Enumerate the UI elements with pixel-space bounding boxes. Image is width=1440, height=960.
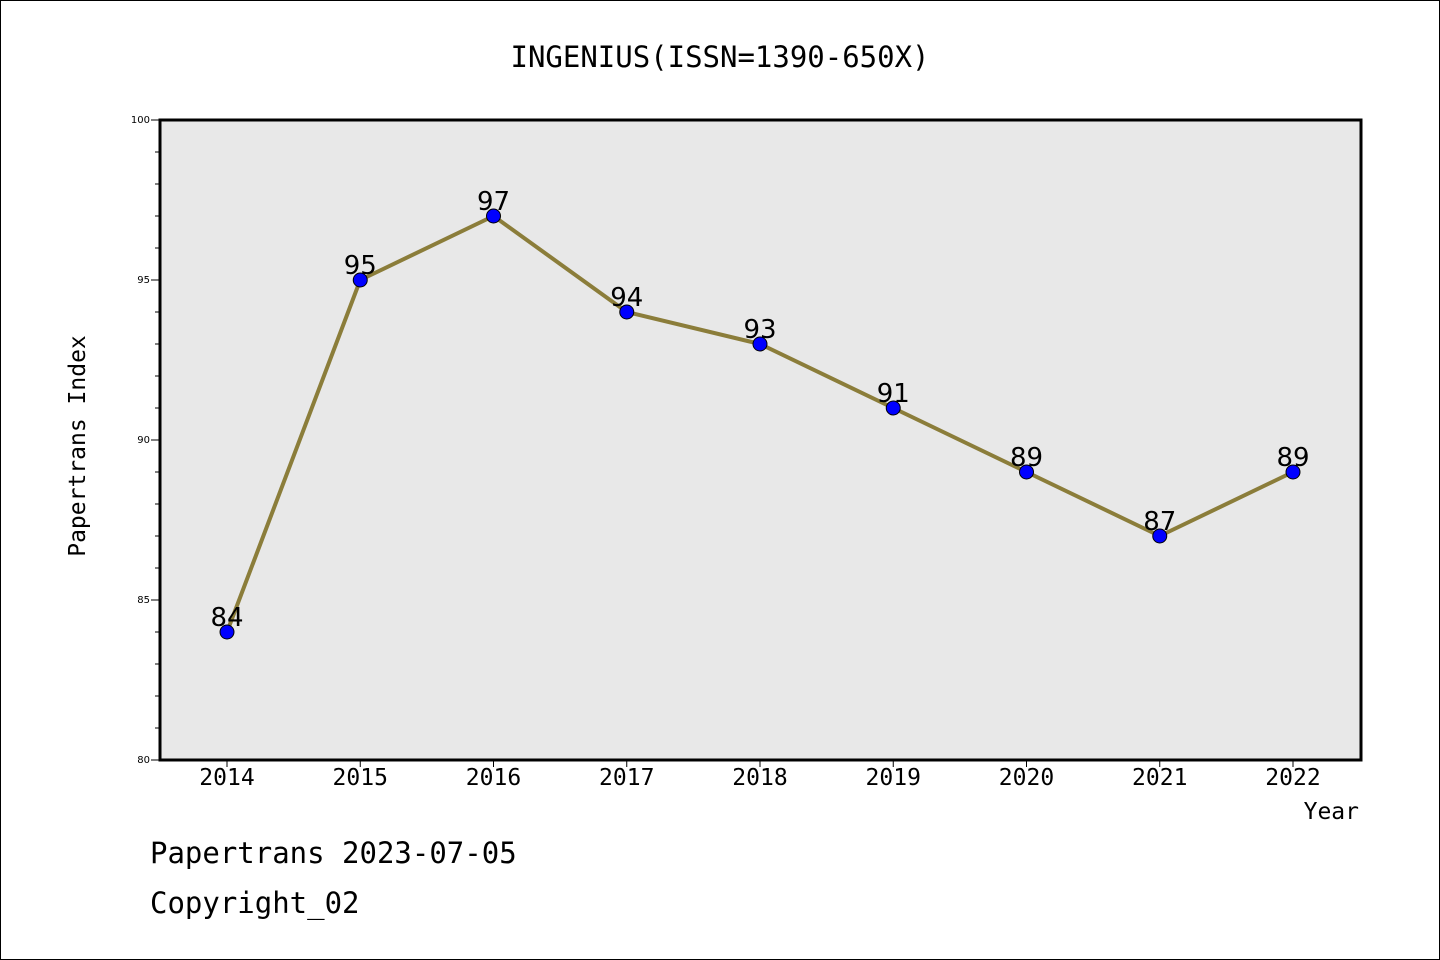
data-point-2018: [752, 336, 768, 352]
x-tick-label: 2022: [1265, 765, 1320, 791]
x-tick-label: 2021: [1132, 765, 1187, 791]
data-label-2019: 91: [877, 379, 910, 409]
x-tick-label: 2017: [599, 765, 654, 791]
data-point-2019: [885, 400, 901, 416]
x-tick-label: 2015: [333, 765, 388, 791]
data-label-2014: 84: [210, 603, 243, 633]
y-axis: 80 85 90 95 100: [131, 115, 160, 766]
footer-copyright: Copyright_02: [150, 886, 360, 920]
chart-title: INGENIUS(ISSN=1390-650X): [510, 40, 929, 74]
data-point-2015: [352, 272, 368, 288]
data-point-2017: [619, 304, 635, 320]
y-tick-label: 100: [131, 115, 150, 126]
x-tick-label: 2019: [866, 765, 921, 791]
data-label-2021: 87: [1143, 507, 1176, 537]
y-axis-label: Papertrans Index: [65, 335, 91, 557]
data-label-2016: 97: [477, 187, 510, 217]
data-markers: [219, 208, 1301, 640]
data-label-2022: 89: [1276, 443, 1309, 473]
y-tick-label: 85: [137, 595, 150, 606]
data-point-2021: [1152, 528, 1168, 544]
data-label-2015: 95: [344, 251, 377, 281]
data-point-2014: [219, 624, 235, 640]
y-tick-label: 90: [137, 435, 150, 446]
x-axis: 2014 2015 2016 2017 2018 2019 2020 2021 2022: [199, 760, 1321, 791]
data-labels: 84 95 97 94 93 91 89 87 89: [210, 187, 1309, 633]
data-point-2016: [486, 208, 501, 224]
plot-area: [158, 118, 1363, 762]
y-tick-label: 80: [137, 755, 150, 766]
x-tick-label: 2016: [466, 765, 521, 791]
x-tick-label: 2014: [199, 765, 254, 791]
data-point-2022: [1285, 464, 1301, 480]
data-label-2018: 93: [743, 315, 776, 345]
data-point-2020: [1019, 464, 1034, 480]
x-tick-label: 2020: [999, 765, 1054, 791]
y-tick-label: 95: [137, 275, 150, 286]
data-label-2020: 89: [1010, 443, 1043, 473]
footer-date: Papertrans 2023-07-05: [150, 836, 517, 870]
x-axis-label: Year: [1304, 799, 1359, 825]
x-tick-label: 2018: [732, 765, 787, 791]
data-label-2017: 94: [610, 283, 643, 313]
